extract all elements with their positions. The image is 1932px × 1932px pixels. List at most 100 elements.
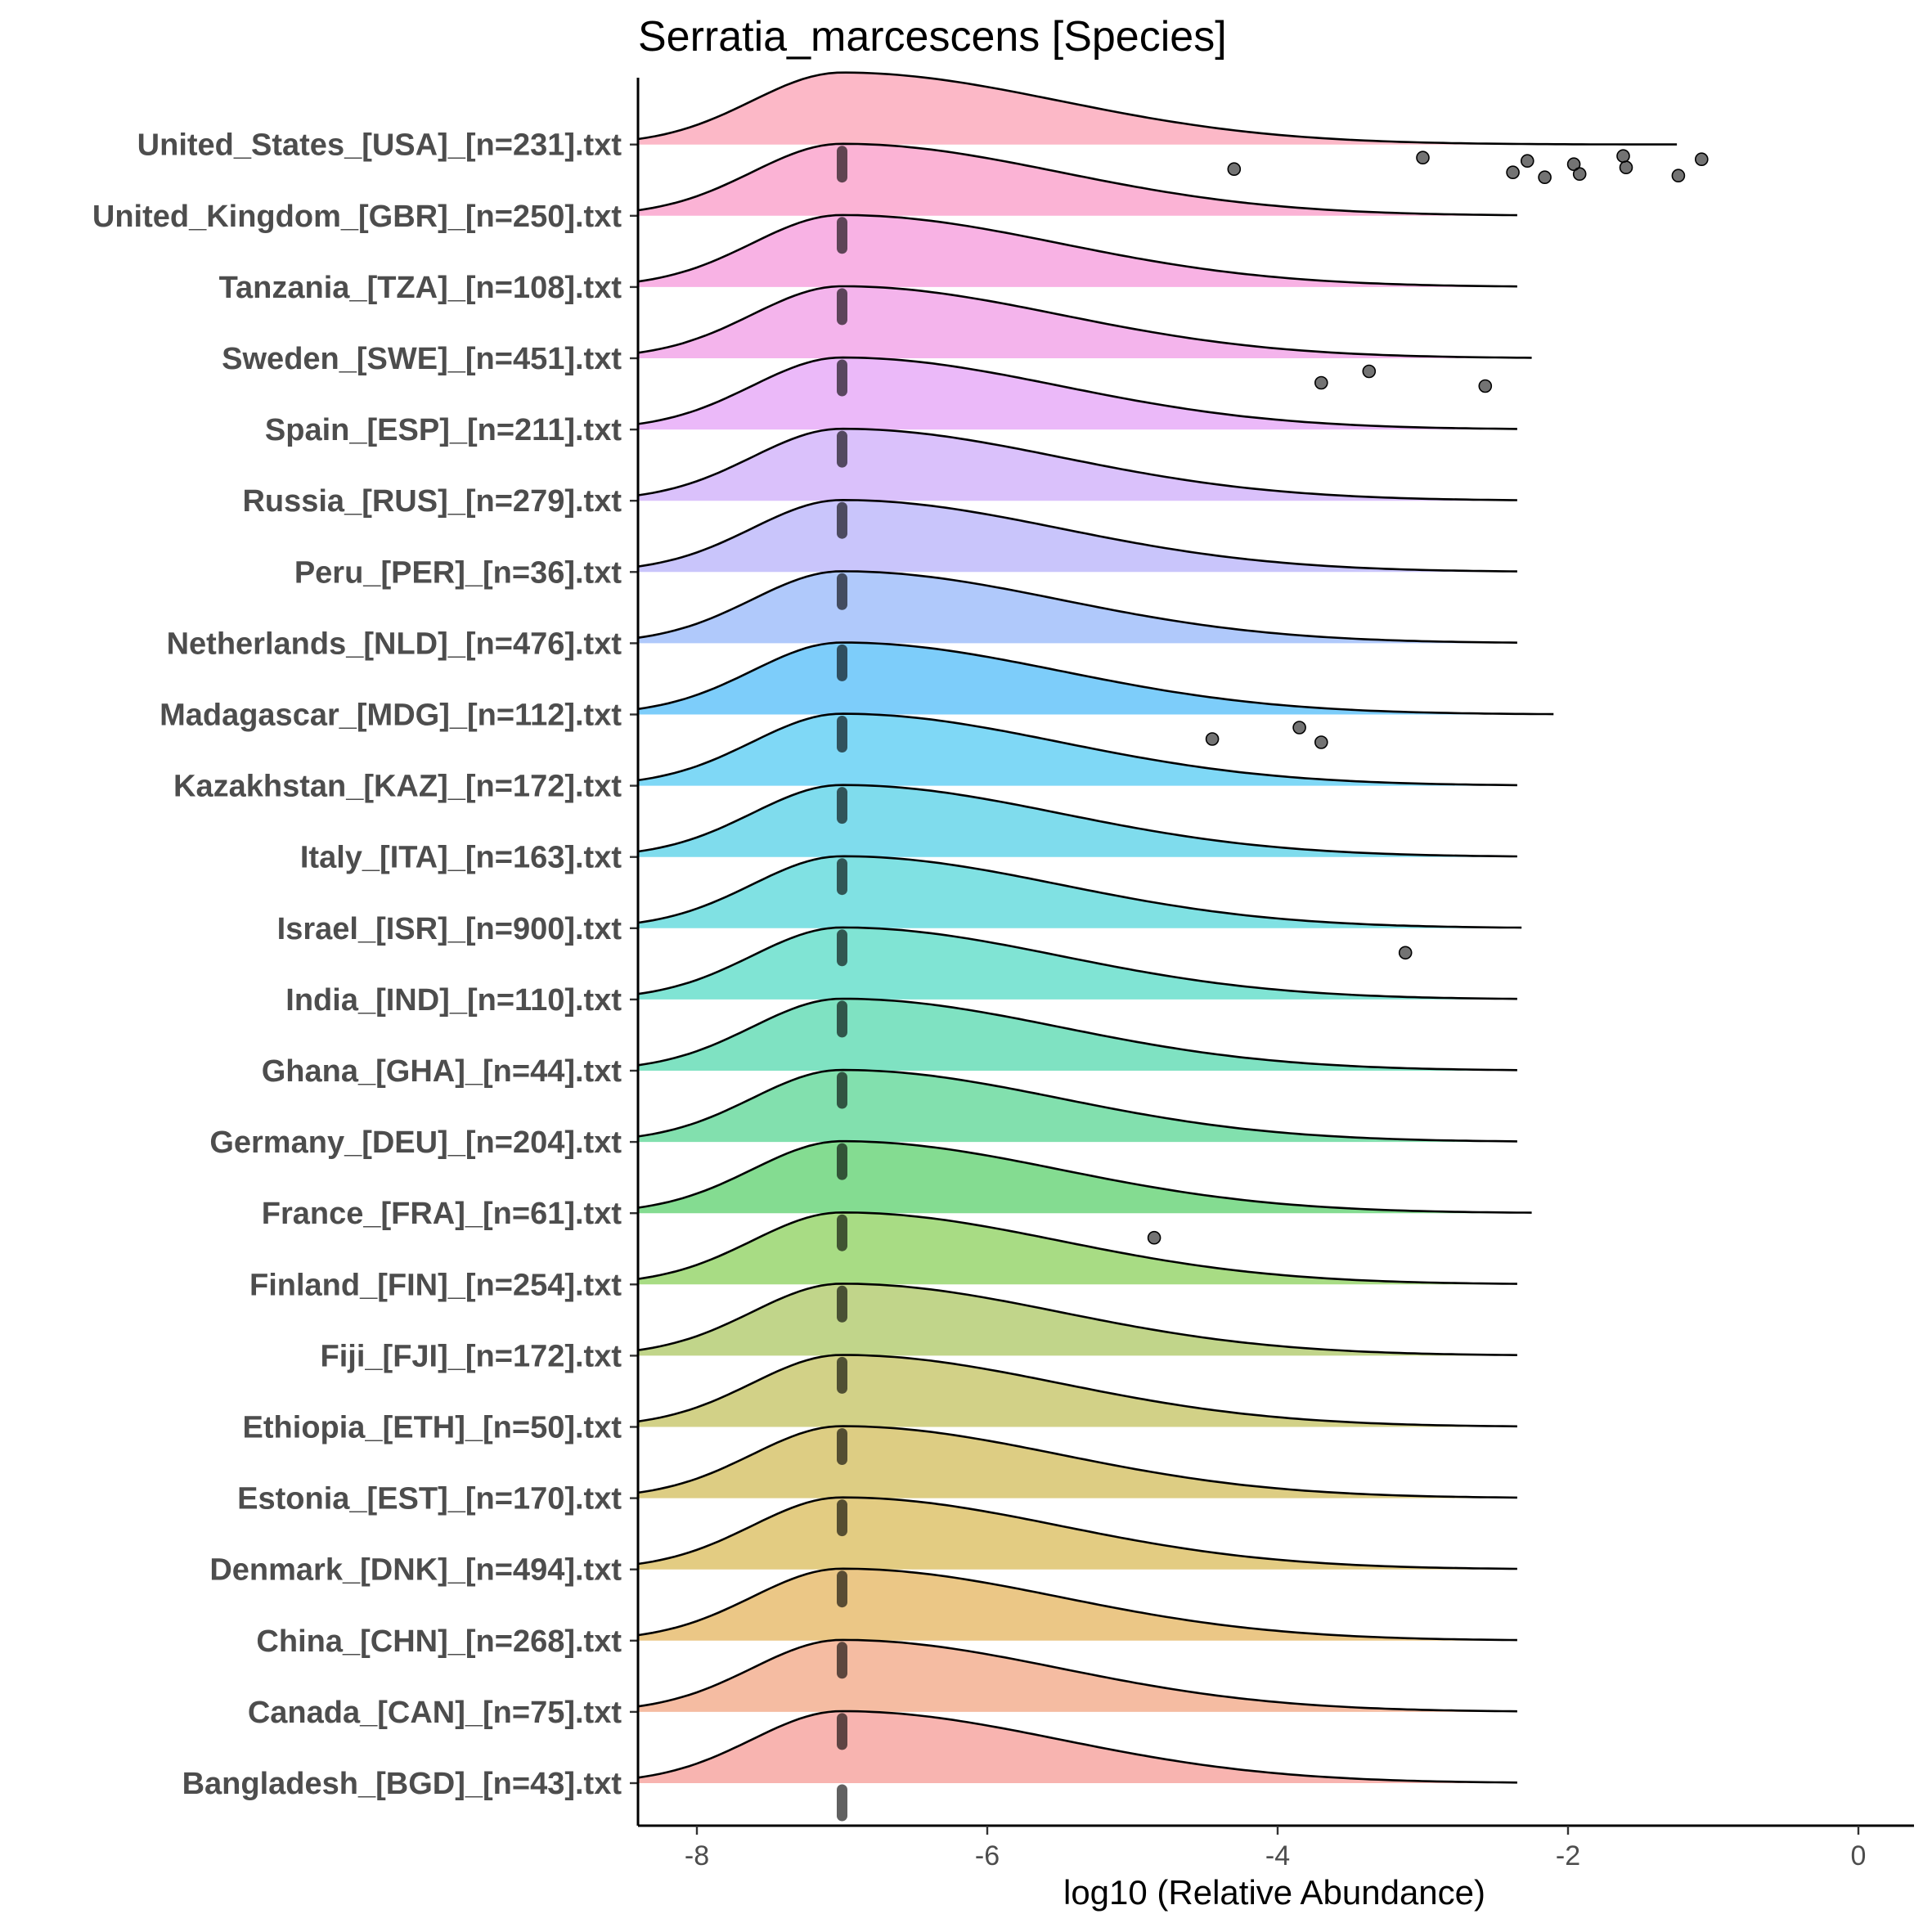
y-tick-label: Spain_[ESP]_[n=211].txt	[265, 413, 622, 447]
ridge-fill	[638, 1711, 1517, 1783]
y-tick-label: United_Kingdom_[GBR]_[n=250].txt	[92, 200, 622, 234]
y-tick-label: Netherlands_[NLD]_[n=476].txt	[167, 627, 622, 661]
y-tick-label: China_[CHN]_[n=268].txt	[256, 1624, 622, 1659]
y-tick-label: Kazakhstan_[KAZ]_[n=172].txt	[173, 770, 622, 804]
ridge-fill	[638, 856, 1522, 928]
ridge-fill	[638, 357, 1517, 430]
ridge-outline	[637, 1638, 1517, 1713]
outlier-point	[1314, 735, 1328, 749]
y-tick-label: Germany_[DEU]_[n=204].txt	[209, 1126, 622, 1160]
ridge-fill	[638, 784, 1517, 857]
ridge-fill	[638, 143, 1517, 216]
ridge-outline	[637, 1354, 1517, 1428]
ridge-fill	[638, 1283, 1517, 1356]
y-tick-label: Israel_[ISR]_[n=900].txt	[277, 912, 622, 946]
outlier-point	[1566, 157, 1581, 171]
ridge-outline	[637, 71, 1678, 146]
ridge-outline	[637, 712, 1517, 787]
x-tick-label: 0	[1851, 1840, 1867, 1871]
outlier-point	[1398, 946, 1413, 960]
outlier-point	[1292, 721, 1306, 735]
ridge-outline	[637, 570, 1517, 644]
y-tick-label: United_States_[USA]_[n=231].txt	[137, 128, 622, 163]
ridge-outline	[637, 1710, 1517, 1784]
ridge-outline	[637, 1425, 1517, 1499]
outlier-point	[1147, 1230, 1161, 1245]
y-tick-label: Fiji_[FJI]_[n=172].txt	[321, 1339, 622, 1373]
y-tick-label: Ethiopia_[ETH]_[n=50].txt	[243, 1411, 622, 1445]
ridge-fill	[638, 286, 1532, 358]
outlier-point	[1227, 162, 1242, 176]
x-tick-label: -6	[975, 1840, 1000, 1871]
ridge-fill	[638, 999, 1517, 1071]
ridges	[637, 71, 1678, 1784]
ridge-outline	[637, 1567, 1517, 1642]
outlier-point	[1521, 154, 1534, 168]
ridge-outline	[637, 997, 1517, 1072]
ridge-outline	[637, 784, 1517, 858]
ridge-fill	[638, 429, 1517, 501]
outlier-point	[1538, 170, 1552, 184]
y-tick-label: India_[IND]_[n=110].txt	[285, 983, 622, 1018]
y-tick-label: Sweden_[SWE]_[n=451].txt	[222, 342, 622, 376]
ridge-fill	[638, 500, 1517, 573]
y-tick-label: Estonia_[EST]_[n=170].txt	[237, 1482, 622, 1516]
x-tick-label: -2	[1556, 1840, 1580, 1871]
ridge-fill	[638, 1212, 1517, 1285]
ridge-outline	[637, 855, 1522, 929]
ridge-outline	[637, 1283, 1517, 1356]
y-tick-label: Russia_[RUS]_[n=279].txt	[242, 484, 622, 519]
outlier-point	[1619, 160, 1633, 174]
y-tick-label: Finland_[FIN]_[n=254].txt	[249, 1268, 622, 1302]
x-tick-label: -4	[1265, 1840, 1290, 1871]
x-axis-label: log10 (Relative Abundance)	[1063, 1873, 1485, 1912]
y-tick-label: Canada_[CAN]_[n=75].txt	[248, 1696, 622, 1730]
ridge-fill	[638, 1639, 1517, 1712]
ridge-outline	[637, 498, 1517, 573]
chart-title: Serratia_marcescens [Species]	[638, 13, 1227, 61]
ridge-fill	[638, 1141, 1532, 1214]
outlier-point	[1314, 375, 1328, 390]
ridge-fill	[638, 1568, 1517, 1641]
y-tick-label: Ghana_[GHA]_[n=44].txt	[262, 1054, 622, 1089]
y-tick-label: Italy_[ITA]_[n=163].txt	[300, 841, 622, 875]
y-axis-labels: Bangladesh_[BGD]_[n=43].txt Canada_[CAN]_…	[92, 128, 622, 1801]
ridge-fill	[638, 927, 1517, 1000]
outlier-point	[1478, 379, 1493, 393]
ridge-fill	[638, 1497, 1517, 1570]
ridge-outline	[637, 213, 1517, 288]
outlier-point	[1506, 165, 1520, 179]
ridge-outline	[637, 1211, 1517, 1285]
ridge-outline	[637, 285, 1532, 359]
ridge-fill	[638, 214, 1517, 287]
outlier-point	[1616, 149, 1630, 163]
ridge-fill	[638, 1355, 1517, 1427]
ridge-fill	[638, 713, 1517, 786]
ridge-outline	[637, 1139, 1532, 1214]
ridge-outline	[637, 641, 1554, 716]
x-axis: -8 -6 -4 -2 0	[638, 1824, 1914, 1871]
outlier-points	[1147, 149, 1709, 1245]
ridge-fill	[638, 1070, 1517, 1143]
outlier-point	[1572, 167, 1587, 181]
ridge-outline	[637, 142, 1517, 217]
outlier-point	[1695, 152, 1709, 166]
outlier-point	[1416, 151, 1430, 164]
ridge-outline	[637, 1496, 1517, 1570]
y-axis	[630, 78, 640, 1826]
ridge-outline	[637, 356, 1517, 430]
outlier-point	[1671, 168, 1686, 182]
outlier-point	[1205, 732, 1220, 746]
y-tick-label: France_[FRA]_[n=61].txt	[262, 1197, 622, 1231]
y-tick-label: Denmark_[DNK]_[n=494].txt	[209, 1553, 622, 1588]
ridge-outline	[637, 926, 1517, 1000]
x-tick-label: -8	[685, 1840, 709, 1871]
ridge-fill	[638, 571, 1517, 644]
y-tick-label: Tanzania_[TZA]_[n=108].txt	[219, 271, 622, 305]
outlier-point	[1362, 364, 1377, 379]
ridge-fill	[638, 72, 1678, 145]
ridge-outline	[637, 427, 1517, 501]
y-tick-label: Madagascar_[MDG]_[n=112].txt	[160, 699, 622, 733]
y-tick-label: Bangladesh_[BGD]_[n=43].txt	[182, 1767, 622, 1801]
